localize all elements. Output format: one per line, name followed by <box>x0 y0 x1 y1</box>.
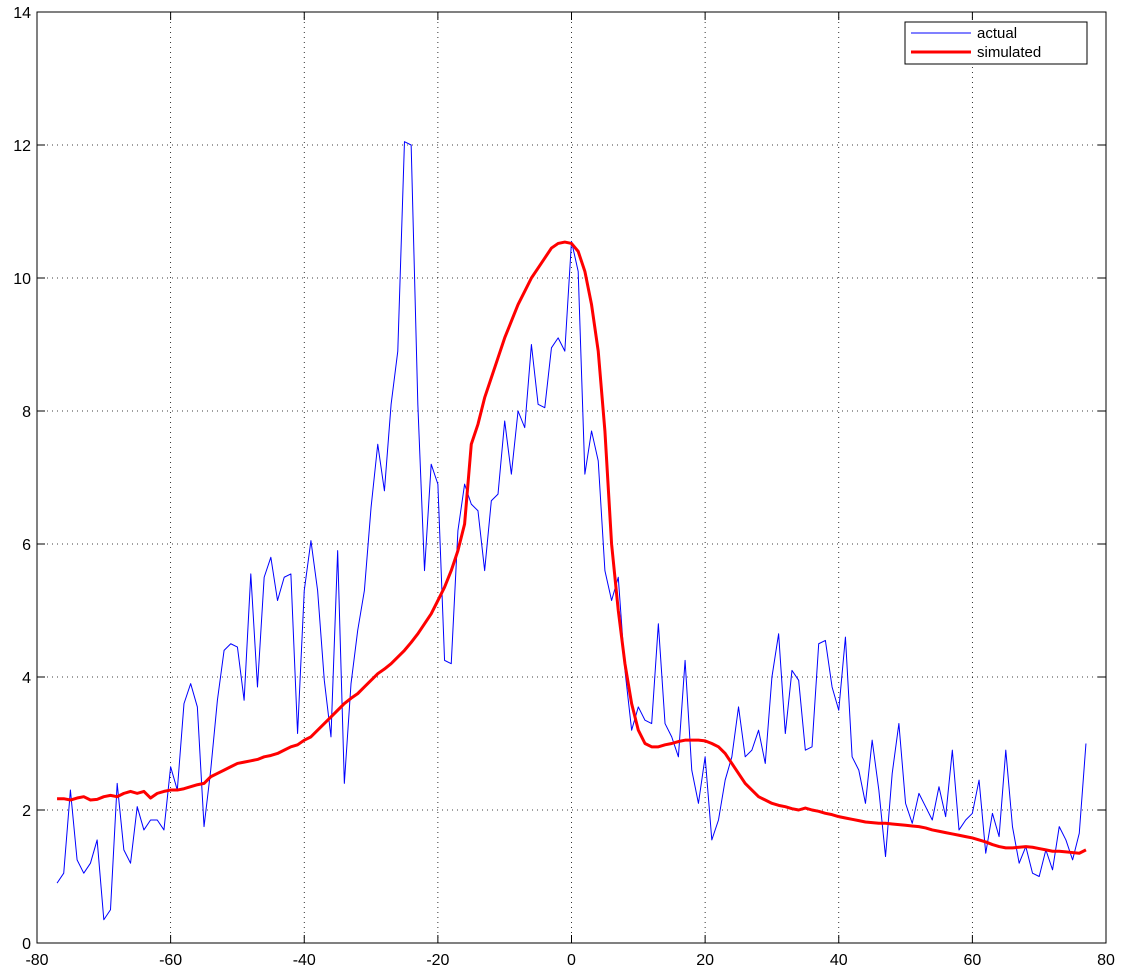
x-tick-label: -20 <box>426 952 449 969</box>
y-tick-label: 10 <box>13 271 31 288</box>
x-tick-label: 40 <box>830 952 848 969</box>
plot-frame <box>36 11 1107 944</box>
y-tick-label: 6 <box>22 537 31 554</box>
x-tick-label: -40 <box>293 952 316 969</box>
y-tick-label: 8 <box>22 404 31 421</box>
y-tick-label: 2 <box>22 803 31 820</box>
legend-label: actual <box>977 25 1017 42</box>
x-tick-label: -80 <box>25 952 48 969</box>
y-tick-label: 12 <box>13 138 31 155</box>
y-tick-label: 14 <box>13 5 31 22</box>
data-line <box>56 141 1087 921</box>
x-tick-label: 20 <box>696 952 714 969</box>
legend-label: simulated <box>977 44 1041 61</box>
data-line <box>57 240 1087 855</box>
x-tick-label: 80 <box>1097 952 1115 969</box>
y-tick-label: 0 <box>22 936 31 953</box>
legend-box <box>904 21 1088 65</box>
y-tick-label: 4 <box>22 670 31 687</box>
x-tick-label: -60 <box>159 952 182 969</box>
x-tick-label: 60 <box>963 952 981 969</box>
x-tick-label: 0 <box>567 952 576 969</box>
